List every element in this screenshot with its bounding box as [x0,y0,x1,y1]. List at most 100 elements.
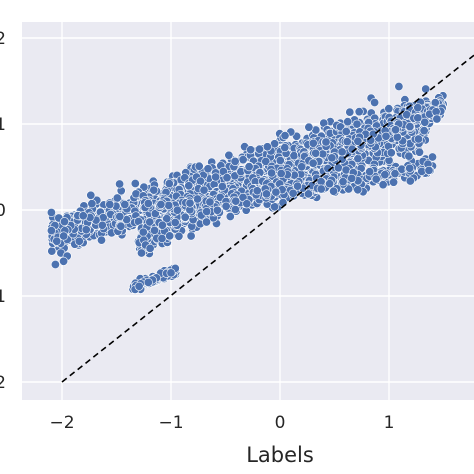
data-point [145,217,155,227]
data-point [289,151,299,161]
data-point [271,187,281,197]
data-point [78,211,88,221]
data-point [47,246,57,256]
data-point [170,218,180,228]
data-point [390,169,400,179]
data-point [413,103,423,113]
data-point [165,231,175,241]
data-point [86,190,96,200]
data-point [222,173,232,183]
data-point [341,127,351,137]
data-point [308,158,318,168]
x-tick-label: −2 [49,413,74,433]
data-point [137,248,147,258]
data-point [432,114,442,124]
data-point [342,137,352,147]
data-point [134,281,144,291]
data-point [303,189,313,199]
data-point [321,137,331,147]
data-point [255,144,265,154]
y-tick-label: 1 [0,115,6,135]
data-point [337,147,347,157]
data-point [424,165,434,175]
data-point [225,212,235,222]
data-point [267,168,277,178]
scatter-points [46,82,448,294]
data-point [384,104,394,114]
data-point [120,200,130,210]
x-tick-labels: −2 −1 0 1 [49,413,394,433]
data-point [230,205,240,215]
y-tick-label: 0 [0,201,6,221]
data-point [252,186,262,196]
data-point [405,163,415,173]
data-point [97,235,107,245]
data-point [389,177,399,187]
data-point [419,126,429,136]
data-point [405,122,415,132]
data-point [280,131,290,141]
data-point [413,134,423,144]
data-point [202,217,212,227]
data-point [338,177,348,187]
data-point [353,136,363,146]
data-point [145,243,155,253]
data-point [297,162,307,172]
data-point [333,163,343,173]
data-point [343,117,353,127]
y-tick-label: 2 [0,373,6,393]
data-point [381,131,391,141]
data-point [402,110,412,120]
data-point [52,236,62,246]
data-point [316,184,326,194]
data-point [199,185,209,195]
x-tick-label: 0 [275,413,286,433]
data-point [345,107,355,117]
data-point [164,179,174,189]
data-point [278,198,288,208]
data-point [261,157,271,167]
data-point [230,156,240,166]
data-point [353,185,363,195]
data-point [288,188,298,198]
data-point [172,205,182,215]
y-tick-labels: 2 1 0 1 2 [0,29,6,393]
data-point [329,186,339,196]
data-point [427,152,437,162]
data-point [46,226,56,236]
data-point [421,84,431,94]
data-point [194,161,204,171]
x-tick-label: 1 [384,413,395,433]
data-point [405,176,415,186]
data-point [347,173,357,183]
data-point [116,221,126,231]
data-point [262,142,272,152]
data-point [311,148,321,158]
data-point [149,185,159,195]
data-point [413,113,423,123]
data-point [166,268,176,278]
data-point [221,201,231,211]
data-point [371,174,381,184]
data-point [327,153,337,163]
data-point [157,234,167,244]
data-point [242,199,252,209]
data-point [380,170,390,180]
data-point [46,208,56,218]
x-tick-label: −1 [158,413,183,433]
data-point [275,156,285,166]
data-point [87,199,97,209]
data-point [212,205,222,215]
data-point [392,132,402,142]
reference-line [61,54,474,383]
data-point [81,225,91,235]
data-point [185,198,195,208]
data-point [414,147,424,157]
data-point [50,259,60,269]
data-point [391,125,401,135]
data-point [270,202,280,212]
data-point [246,145,256,155]
data-point [308,138,318,148]
data-point [150,225,160,235]
data-point [394,82,404,92]
